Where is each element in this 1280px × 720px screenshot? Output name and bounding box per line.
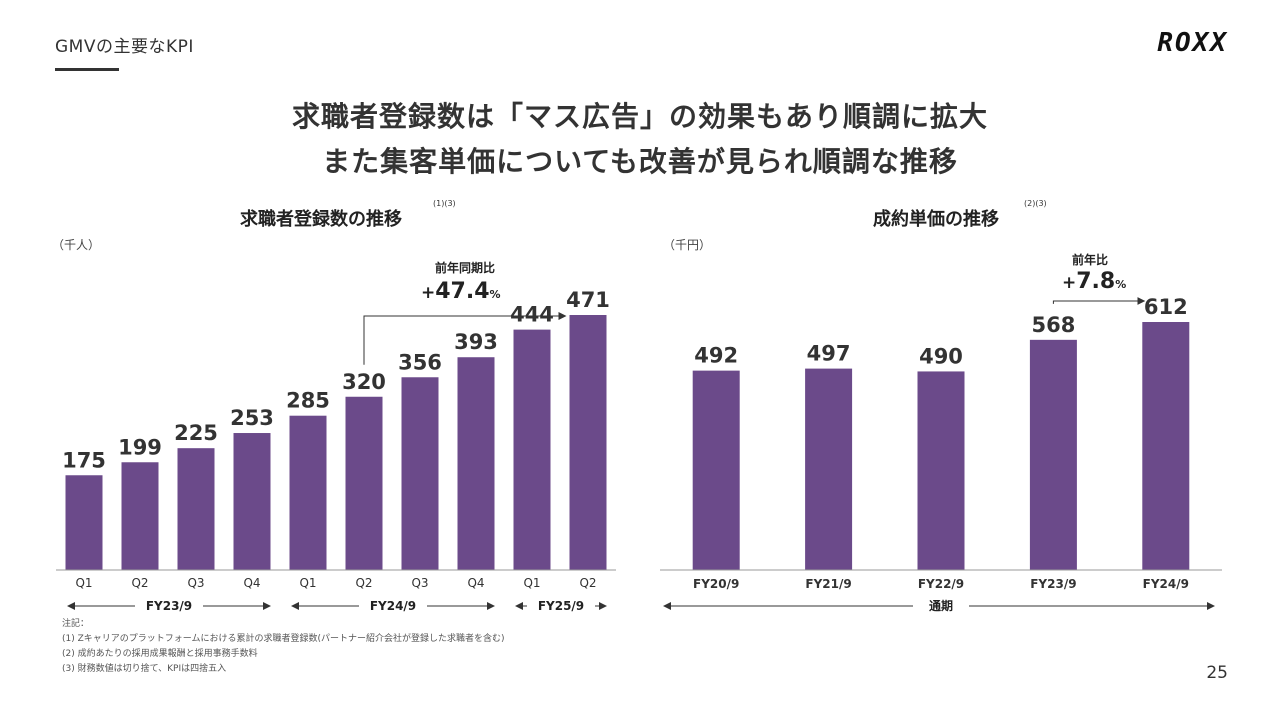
right-growth-number: 7.8	[1076, 269, 1116, 294]
left-chart-title: 求職者登録数の推移	[240, 209, 402, 230]
bar-4	[1142, 322, 1190, 570]
x-tick-label-3: FY23/9	[1030, 577, 1076, 591]
page-number: 25	[1206, 663, 1228, 683]
left-growth-value: +47.4%	[421, 279, 501, 304]
bar-0	[65, 475, 103, 570]
bar-value-label-8: 444	[510, 303, 554, 327]
left-growth-number: 47.4	[435, 279, 490, 304]
x-tick-label-9: Q2	[579, 576, 596, 590]
footnote-1: (1) Zキャリアのプラットフォームにおける累計の求職者登録数(パートナー紹介会…	[62, 634, 505, 644]
x-tick-label-4: Q1	[299, 576, 316, 590]
x-tick-label-7: Q4	[467, 576, 484, 590]
right-bar-chart: 492 FY20/9 497 FY21/9 490 FY22/9 568 FY23/9 612 F…	[660, 295, 1222, 613]
bar-value-label-0: 175	[62, 448, 106, 472]
footnote-2: (2) 成約あたりの採用成果報酬と採用事務手数料	[62, 649, 258, 659]
bar-value-label-4: 285	[286, 389, 330, 413]
bar-value-label-5: 320	[342, 370, 386, 394]
bar-2	[177, 448, 215, 570]
right-growth-value: +7.8%	[1062, 269, 1126, 294]
bar-3	[1029, 339, 1077, 570]
period-label-2: FY25/9	[538, 599, 584, 613]
x-tick-label-2: Q3	[187, 576, 204, 590]
left-growth-pct: %	[489, 288, 501, 301]
left-chart-unit: （千人）	[52, 238, 101, 252]
bar-3	[233, 433, 271, 570]
right-growth-label: 前年比	[1071, 253, 1108, 267]
x-tick-label-4: FY24/9	[1143, 577, 1189, 591]
left-growth-sign: +	[421, 283, 436, 303]
x-tick-label-3: Q4	[243, 576, 260, 590]
bar-value-label-2: 490	[919, 344, 963, 368]
right-growth-pct: %	[1115, 278, 1127, 291]
bar-value-label-6: 356	[398, 350, 442, 374]
footnotes: 注記： (1) Zキャリアのプラットフォームにおける累計の求職者登録数(パートナ…	[62, 617, 505, 677]
bar-value-label-3: 568	[1031, 313, 1075, 337]
x-tick-label-6: Q3	[411, 576, 428, 590]
footnote-heading: 注記：	[62, 619, 90, 629]
bar-1	[805, 368, 853, 570]
x-tick-label-2: FY22/9	[918, 577, 964, 591]
bar-value-label-1: 497	[807, 342, 851, 366]
bar-value-label-9: 471	[566, 288, 610, 312]
bar-2	[917, 371, 965, 570]
right-chart-note-mark: (2)(3)	[1024, 199, 1047, 208]
x-tick-label-8: Q1	[523, 576, 540, 590]
right-chart-unit: （千円）	[663, 238, 712, 252]
bar-4	[289, 415, 327, 570]
bar-value-label-3: 253	[230, 406, 274, 430]
bar-5	[345, 396, 383, 570]
bar-6	[401, 377, 439, 570]
x-tick-label-0: Q1	[75, 576, 92, 590]
bar-value-label-0: 492	[694, 344, 738, 368]
headline-line-1: 求職者登録数は「マス広告」の効果もあり順調に拡大	[291, 100, 988, 133]
left-chart-note-mark: (1)(3)	[433, 199, 456, 208]
right-growth-sign: +	[1062, 273, 1077, 293]
right-chart-title: 成約単価の推移	[873, 209, 999, 230]
company-logo: ROXX	[1157, 28, 1228, 58]
bar-1	[121, 462, 159, 570]
section-underline	[55, 68, 119, 71]
bar-value-label-7: 393	[454, 330, 498, 354]
x-tick-label-1: FY21/9	[805, 577, 851, 591]
left-bar-chart: 175 Q1 199 Q2 225 Q3 253 Q4 285 Q1 320 Q2 356 Q3 393 Q4…	[56, 288, 616, 613]
period-label: 通期	[929, 598, 953, 613]
period-label-1: FY24/9	[370, 599, 416, 613]
growth-arrow	[1052, 297, 1146, 305]
x-tick-label-5: Q2	[355, 576, 372, 590]
period-label-0: FY23/9	[146, 599, 192, 613]
bar-value-label-1: 199	[118, 435, 162, 459]
section-label: GMVの主要なKPI	[55, 37, 194, 57]
bar-0	[692, 370, 740, 570]
x-tick-label-0: FY20/9	[693, 577, 739, 591]
bar-7	[457, 357, 495, 570]
bar-9	[569, 315, 607, 570]
left-growth-label: 前年同期比	[434, 261, 495, 275]
bar-value-label-2: 225	[174, 421, 218, 445]
growth-arrow	[363, 312, 567, 365]
footnote-3: (3) 財務数値は切り捨て、KPIは四捨五入	[62, 664, 227, 674]
bar-8	[513, 329, 551, 570]
x-tick-label-1: Q2	[131, 576, 148, 590]
bar-value-label-4: 612	[1144, 295, 1188, 319]
headline-line-2: また集客単価についても改善が見られ順調な推移	[322, 145, 958, 178]
